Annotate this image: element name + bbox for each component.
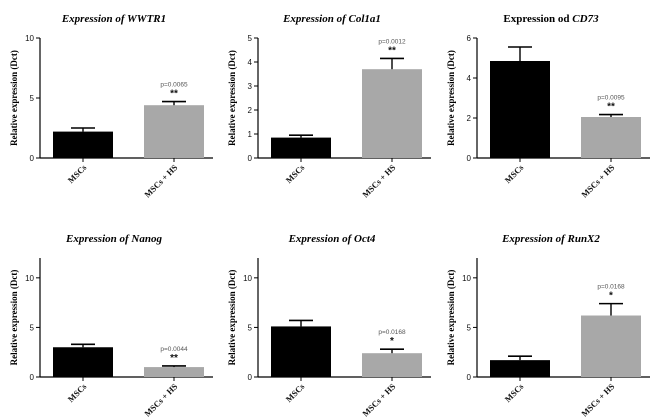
chart-title-gene: Nanog (130, 233, 162, 245)
chart-panel-4: Expression of Nanog Relative expression (… (9, 233, 213, 418)
y-tick-label: 0 (467, 373, 472, 382)
bar-mscs-hs (362, 353, 422, 377)
chart-panel-2: Expression of Col1a1 Relative expression … (227, 13, 431, 200)
y-tick-label: 10 (25, 274, 34, 283)
bar-mscs (271, 326, 331, 377)
chart-title: Expression of Nanog (65, 233, 162, 245)
p-value-label: p=0.0012 (378, 38, 406, 45)
chart-title-gene: RunX2 (566, 233, 600, 245)
chart-title-prefix: Expression of (501, 233, 567, 245)
p-value-label: p=0.0168 (378, 329, 406, 336)
x-category-label: MSCs (503, 162, 526, 185)
x-category-label: MSCs (284, 162, 307, 185)
y-tick-label: 5 (248, 34, 253, 43)
x-category-label: MSCs + HS (360, 381, 397, 418)
chart-title-prefix: Expression od (503, 13, 572, 25)
y-tick-label: 1 (248, 130, 253, 139)
chart-panel-3: Expression od CD73 Relative expression (D… (446, 13, 650, 200)
y-axis-label: Relative expression (Dct) (446, 50, 456, 146)
significance-stars: ** (388, 45, 396, 56)
y-tick-label: 0 (248, 373, 253, 382)
x-category-label: MSCs (66, 162, 89, 185)
bar-mscs-hs (581, 315, 641, 377)
chart-title-prefix: Expression of (282, 13, 348, 25)
y-tick-label: 10 (462, 274, 471, 283)
significance-stars: ** (170, 89, 178, 100)
y-axis-label: Relative expression (Dct) (9, 270, 19, 366)
p-value-label: p=0.0095 (597, 95, 625, 102)
y-tick-label: 0 (30, 154, 35, 163)
y-axis-label: Relative expression (Dct) (9, 50, 19, 146)
chart-title-gene: Col1a1 (349, 13, 381, 25)
x-category-label: MSCs + HS (360, 162, 397, 199)
chart-panel-1: Expression of WWTR1 Relative expression (… (9, 13, 213, 200)
x-category-label: MSCs + HS (579, 162, 616, 199)
y-tick-label: 0 (30, 373, 35, 382)
chart-title-gene: CD73 (572, 13, 599, 25)
chart-title: Expression of RunX2 (501, 233, 600, 245)
bar-mscs (490, 360, 550, 377)
y-tick-label: 4 (467, 74, 472, 83)
p-value-label: p=0.0168 (597, 284, 625, 291)
y-tick-label: 3 (248, 82, 253, 91)
x-category-label: MSCs (284, 381, 307, 404)
chart-title-prefix: Expression of (65, 233, 131, 245)
x-category-label: MSCs (503, 381, 526, 404)
y-tick-label: 0 (248, 154, 253, 163)
p-value-label: p=0.0065 (160, 82, 188, 89)
y-tick-label: 2 (467, 114, 472, 123)
significance-stars: ** (170, 353, 178, 364)
bar-mscs-hs (144, 105, 204, 158)
bar-mscs-hs (581, 117, 641, 158)
bar-mscs (53, 131, 113, 158)
significance-stars: * (390, 336, 394, 347)
y-axis-label: Relative expression (Dct) (446, 270, 456, 366)
y-tick-label: 5 (248, 323, 253, 332)
y-tick-label: 2 (248, 106, 253, 115)
y-tick-label: 0 (467, 154, 472, 163)
chart-title-prefix: Expression of (288, 233, 354, 245)
chart-title-gene: Oct4 (354, 233, 376, 245)
chart-title: Expression od CD73 (503, 13, 599, 25)
y-axis-label: Relative expression (Dct) (227, 50, 237, 146)
y-tick-label: 5 (30, 323, 35, 332)
bar-mscs-hs (362, 69, 422, 158)
chart-title: Expression of Col1a1 (282, 13, 381, 25)
y-tick-label: 5 (30, 94, 35, 103)
chart-title-gene: WWTR1 (127, 13, 166, 25)
chart-title-prefix: Expression of (61, 13, 127, 25)
chart-panel-6: Expression of RunX2 Relative expression (… (446, 233, 650, 418)
x-category-label: MSCs + HS (142, 381, 179, 418)
significance-stars: ** (607, 102, 615, 113)
bar-mscs (271, 137, 331, 158)
bar-mscs (53, 347, 113, 377)
x-category-label: MSCs (66, 381, 89, 404)
chart-title: Expression of Oct4 (288, 233, 376, 245)
y-axis-label: Relative expression (Dct) (227, 270, 237, 366)
y-tick-label: 6 (467, 34, 472, 43)
x-category-label: MSCs + HS (142, 162, 179, 199)
y-tick-label: 10 (243, 274, 252, 283)
bar-mscs (490, 61, 550, 158)
y-tick-label: 5 (467, 323, 472, 332)
chart-panel-5: Expression of Oct4 Relative expression (D… (227, 233, 431, 418)
p-value-label: p=0.0044 (160, 346, 188, 353)
y-tick-label: 10 (25, 34, 34, 43)
bar-mscs-hs (144, 367, 204, 377)
x-category-label: MSCs + HS (579, 381, 616, 418)
significance-stars: * (609, 291, 613, 302)
y-tick-label: 4 (248, 58, 253, 67)
chart-title: Expression of WWTR1 (61, 13, 166, 25)
